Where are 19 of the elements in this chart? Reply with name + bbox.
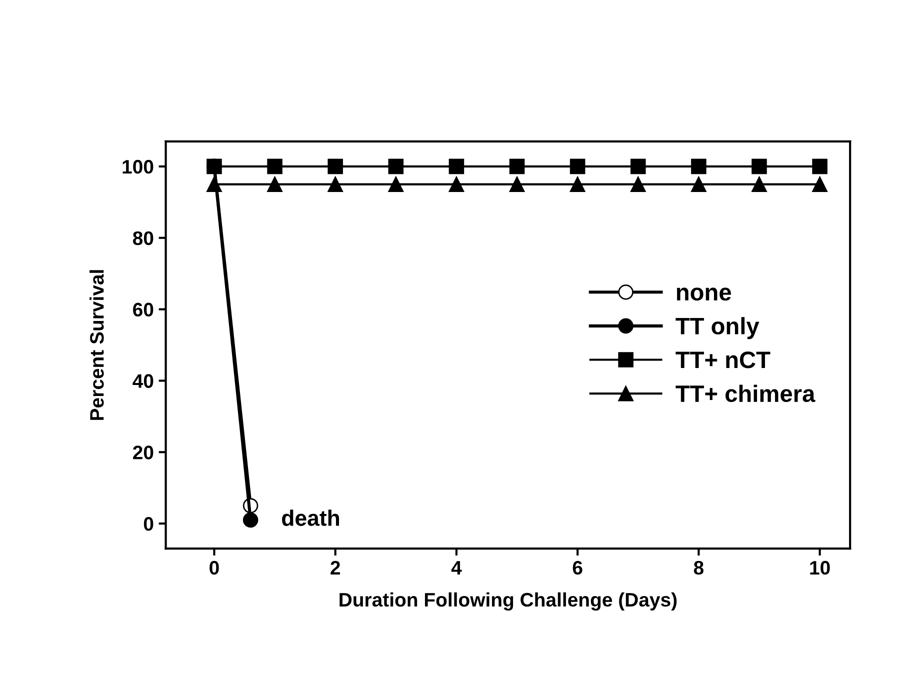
x-tick-label: 4: [451, 561, 462, 574]
x-tick-label: 0: [210, 560, 219, 575]
legend-label: TT+ chimera: [676, 384, 816, 402]
y-tick-label: 0: [144, 517, 154, 531]
y-tick-label: 100: [122, 160, 154, 174]
y-tick-label: 40: [132, 374, 154, 388]
legend-label: none: [676, 288, 731, 301]
y-tick-label: 80: [132, 231, 154, 246]
x-tick-label: 2: [330, 560, 340, 574]
legend-label: TT+ nCT: [676, 352, 770, 368]
x-axis-title: Duration Following Challenge (Days): [340, 592, 677, 611]
x-tick-label: 6: [572, 560, 582, 575]
y-axis-title: Percent Survival: [90, 270, 104, 420]
y-tick-label: 20: [133, 446, 154, 460]
legend-label: TT only: [676, 317, 760, 340]
x-tick-label: 10: [810, 560, 830, 575]
y-tick-label: 60: [133, 302, 154, 317]
annotation: death: [282, 510, 340, 526]
x-tick-label: 8: [694, 560, 704, 575]
